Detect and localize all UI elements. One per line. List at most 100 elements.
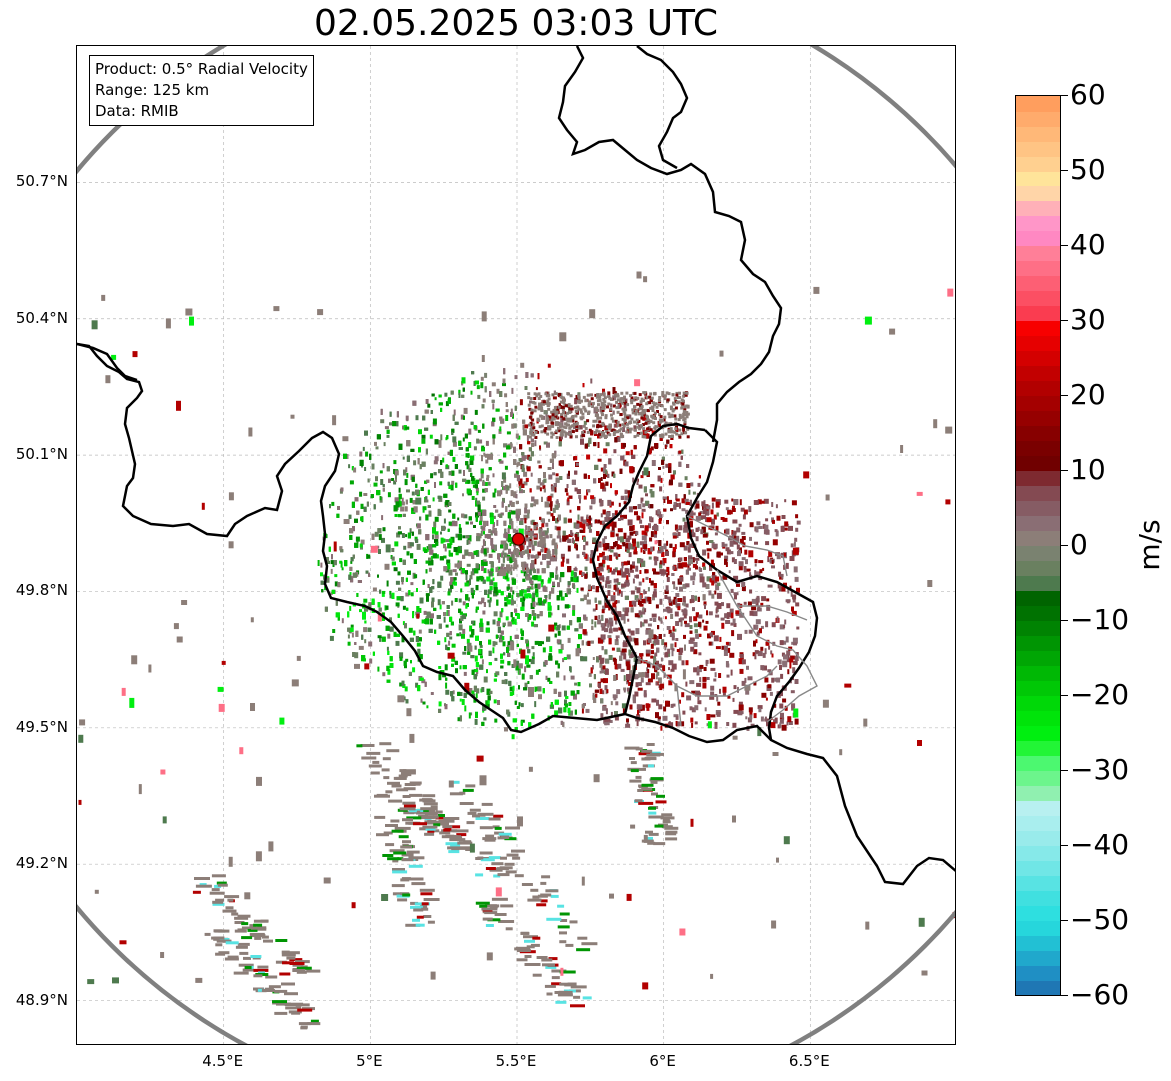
echo-pixel [642, 416, 646, 421]
echo-pixel [576, 524, 580, 528]
echo-pixel [711, 593, 715, 599]
echo-pixel [662, 465, 665, 469]
echo-pixel [335, 600, 338, 606]
echo-pixel [515, 664, 520, 671]
echo-pixel [562, 613, 566, 618]
echo-pixel [449, 581, 453, 586]
echo-pixel [482, 559, 487, 563]
radar-map[interactable] [76, 45, 956, 1045]
echo-pixel [483, 717, 487, 721]
echo-pixel [663, 508, 667, 512]
echo-pixel [572, 609, 576, 616]
echo-pixel [504, 602, 508, 607]
echo-pixel [603, 464, 607, 468]
echo-pixel [479, 622, 484, 628]
echo-pixel [535, 669, 539, 675]
echo-pixel [532, 652, 535, 657]
echo-pixel [546, 636, 551, 642]
echo-pixel [511, 387, 514, 394]
echo-pixel [583, 473, 587, 479]
echo-pixel [403, 469, 407, 476]
echo-pixel [657, 625, 660, 630]
echo-pixel [504, 572, 509, 578]
echo-pixel [506, 485, 510, 491]
echo-pixel [611, 525, 615, 532]
echo-pixel [504, 533, 508, 539]
echo-pixel [659, 486, 663, 492]
echo-pixel [647, 587, 650, 592]
echo-pixel [445, 682, 448, 689]
echo-pixel [459, 618, 462, 624]
echo-pixel [389, 594, 393, 599]
echo-pixel [538, 465, 542, 469]
echo-pixel [607, 584, 612, 589]
echo-pixel [436, 615, 441, 619]
echo-pixel [479, 664, 484, 670]
echo-pixel [500, 665, 504, 669]
echo-pixel [437, 495, 441, 499]
echo-pixel [657, 677, 662, 684]
echo-pixel [594, 597, 597, 603]
echo-pixel [499, 460, 504, 464]
echo-pixel [476, 688, 480, 694]
echo-pixel [410, 553, 414, 559]
echo-pixel [668, 629, 672, 634]
echo-pixel [650, 484, 655, 488]
echo-pixel [538, 694, 542, 700]
echo-pixel [636, 598, 640, 602]
echo-pixel [448, 471, 452, 476]
echo-pixel [599, 566, 604, 570]
echo-pixel [405, 467, 408, 473]
echo-pixel [706, 576, 711, 582]
echo-pixel [380, 479, 384, 485]
echo-pixel [359, 543, 363, 548]
echo-pixel [465, 479, 470, 484]
echo-pixel [432, 418, 437, 425]
echo-pixel [641, 560, 646, 567]
echo-pixel [470, 571, 475, 576]
echo-pixel [425, 616, 429, 621]
echo-pixel [663, 672, 666, 678]
echo-pixel [521, 601, 525, 607]
echo-pixel [500, 659, 505, 664]
echo-pixel [382, 527, 386, 532]
echo-pixel [525, 372, 529, 378]
echo-pixel [549, 534, 553, 539]
echo-pixel [576, 554, 580, 559]
echo-pixel [510, 412, 514, 417]
echo-pixel [417, 685, 421, 692]
echo-pixel [416, 642, 421, 647]
echo-pixel [608, 546, 611, 552]
echo-pixel [608, 638, 612, 645]
echo-pixel [597, 442, 600, 448]
echo-pixel [555, 568, 558, 575]
echo-pixel [444, 704, 448, 710]
echo-pixel [710, 525, 715, 529]
echo-pixel [541, 531, 545, 536]
echo-pixel [567, 566, 572, 573]
echo-pixel [421, 679, 426, 684]
echo-pixel [450, 484, 454, 491]
echo-pixel [378, 549, 381, 554]
echo-pixel [709, 578, 713, 583]
echo-pixel [440, 575, 444, 581]
echo-pixel [325, 557, 329, 563]
echo-pixel [669, 444, 673, 449]
echo-pixel [616, 544, 620, 550]
echo-pixel [567, 545, 571, 552]
echo-pixel [598, 478, 601, 483]
echo-pixel [579, 498, 581, 504]
echo-pixel [539, 482, 543, 486]
echo-pixel [646, 432, 649, 438]
echo-pixel [492, 438, 495, 445]
echo-pixel [503, 443, 508, 448]
echo-pixel [389, 626, 394, 632]
echo-pixel [438, 623, 442, 629]
echo-pixel [334, 574, 338, 578]
echo-pixel [492, 647, 495, 654]
echo-pixel [426, 705, 429, 709]
echo-pixel [554, 504, 559, 510]
echo-pixel [405, 577, 408, 582]
echo-pixel [519, 444, 523, 450]
echo-pixel [341, 567, 344, 571]
